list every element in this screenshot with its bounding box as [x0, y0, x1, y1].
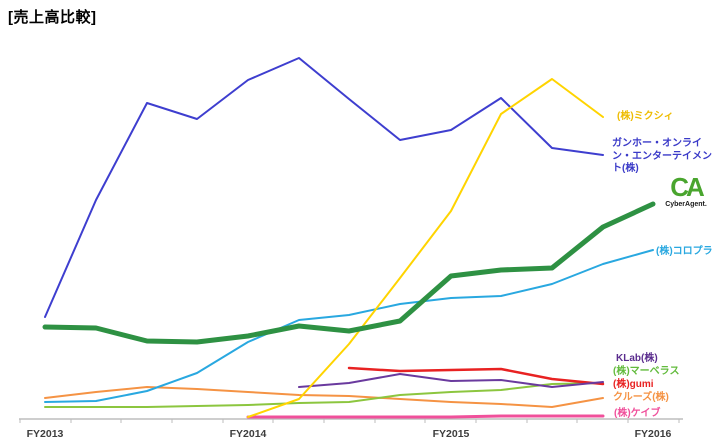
cyberagent-logo: CA CyberAgent. — [661, 174, 711, 208]
cyberagent-logo-text: CyberAgent. — [665, 201, 707, 208]
x-axis-label: FY2014 — [230, 428, 267, 440]
series-line-mixi — [247, 78, 604, 418]
series-line-cyberagent — [42, 201, 656, 345]
x-axis-label: FY2016 — [635, 428, 672, 440]
series-label-crooz: クルーズ(株) — [613, 392, 669, 403]
chart-title: [売上高比較] — [8, 9, 97, 26]
series-label-klab: KLab(株) — [616, 353, 658, 364]
series-line-gumi — [347, 366, 605, 386]
x-axis-label: FY2015 — [433, 428, 470, 440]
series-label-colopl: (株)コロプラ — [656, 246, 713, 257]
series-line-colopl — [44, 249, 654, 403]
series-line-klab — [298, 373, 604, 388]
x-axis-label: FY2013 — [27, 428, 64, 440]
series-label-mixi: (株)ミクシィ — [617, 111, 674, 122]
series-line-cave — [246, 414, 605, 419]
cyberagent-logo-mark: CA — [670, 172, 705, 202]
series-line-crooz — [44, 386, 604, 408]
series-label-gungho: ガンホー・オンライン・エンターテイメント(株) — [612, 138, 712, 174]
series-line-gungho — [44, 57, 604, 318]
series-label-cave: (株)ケイブ — [614, 408, 661, 419]
series-label-gumi: (株)gumi — [613, 379, 654, 390]
series-line-marvelous — [44, 382, 604, 408]
series-label-marvelous: (株)マーベラス — [613, 366, 680, 377]
